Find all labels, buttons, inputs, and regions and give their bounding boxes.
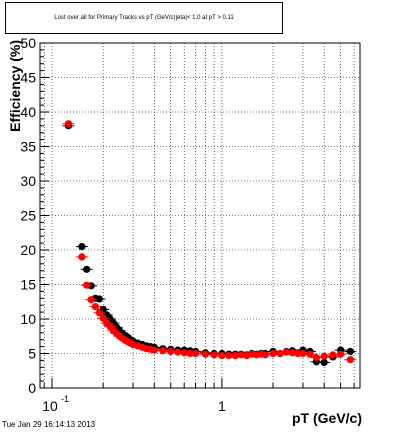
data-point xyxy=(237,351,245,359)
data-points xyxy=(62,120,357,367)
y-tick-label: 10 xyxy=(20,311,36,327)
data-point xyxy=(269,349,277,358)
data-point xyxy=(159,347,167,355)
y-tick-label: 25 xyxy=(20,208,36,224)
data-point xyxy=(346,356,354,364)
data-point xyxy=(78,242,86,251)
y-tick-label: 40 xyxy=(20,104,36,120)
y-tick-label: 20 xyxy=(20,242,36,258)
data-point xyxy=(261,351,269,359)
y-tick-label: 45 xyxy=(20,70,36,86)
data-point xyxy=(329,351,337,359)
data-point xyxy=(87,296,95,304)
y-tick-label: 0 xyxy=(28,380,36,396)
data-point xyxy=(78,253,86,261)
y-tick-label: 50 xyxy=(20,35,36,51)
x-tick-label: 1 xyxy=(218,398,226,414)
data-point xyxy=(201,350,210,358)
data-point xyxy=(306,350,314,358)
data-point xyxy=(288,349,296,357)
y-tick-label: 15 xyxy=(20,277,36,293)
data-point xyxy=(312,354,321,362)
data-point xyxy=(191,349,200,358)
x-tick-labels: 10 -1 1 xyxy=(42,394,226,414)
y-tick-labels: 0 5 10 15 20 25 30 35 40 45 50 xyxy=(20,35,36,396)
data-point xyxy=(320,358,328,367)
data-point xyxy=(282,348,291,356)
data-point xyxy=(83,265,91,273)
axis-ticks xyxy=(40,42,355,389)
data-point xyxy=(276,349,284,358)
data-point xyxy=(174,348,182,356)
timestamp-footer: Tue Jan 29 16:14:13 2013 xyxy=(2,420,96,429)
data-point xyxy=(64,120,73,128)
data-point xyxy=(210,351,218,359)
grid-layer xyxy=(40,43,360,388)
data-point xyxy=(231,351,239,360)
data-point xyxy=(95,295,103,303)
y-tick-label: 30 xyxy=(20,173,36,189)
data-point xyxy=(337,350,345,358)
data-point xyxy=(83,281,91,289)
data-point xyxy=(346,347,354,356)
data-point xyxy=(225,351,233,360)
x-axis-label: pT (GeV/c) xyxy=(292,410,362,426)
x-tick-label: 10 xyxy=(42,398,58,414)
data-point xyxy=(218,351,226,360)
chart-title: Lost over all for Primary Tracks vs pT (… xyxy=(54,15,234,21)
y-tick-label: 5 xyxy=(28,346,36,362)
chart-title-box: Lost over all for Primary Tracks vs pT (… xyxy=(5,2,283,34)
y-tick-label: 35 xyxy=(20,139,36,155)
data-point xyxy=(299,349,307,358)
data-point xyxy=(320,352,328,360)
y-axis-label: Efficiency (%) xyxy=(7,40,23,132)
data-point xyxy=(95,309,103,317)
x-tick-exponent: -1 xyxy=(61,394,69,404)
data-point xyxy=(167,347,175,356)
data-point xyxy=(180,349,188,357)
data-point xyxy=(150,346,158,354)
data-point xyxy=(91,302,99,311)
